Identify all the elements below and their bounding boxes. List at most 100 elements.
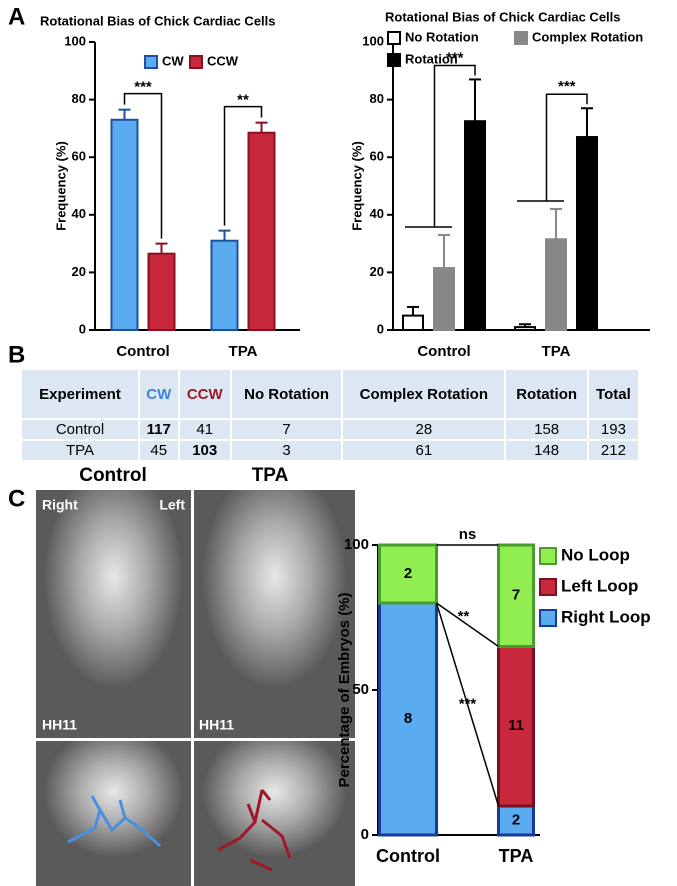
y-tick-label: 60 [72,149,86,164]
significance-bracket [223,105,263,226]
table-cell: 103 [177,439,232,462]
loop-trace [67,795,162,848]
chart-title: Rotational Bias of Chick Cardiac Cells [40,13,276,28]
y-axis-label: Percentage of Embryos (%) [336,592,353,787]
legend-label: No Rotation [405,29,479,44]
bar [210,239,239,331]
bar [514,326,536,331]
y-tick-label: 0 [79,321,86,336]
y-tick-label: 40 [72,206,86,221]
legend-label: Rotation [405,51,458,66]
column-title: TPA [252,465,289,486]
legend-label: CCW [207,53,239,68]
bar [464,120,486,331]
y-tick-label: 20 [370,264,384,279]
count-label: 11 [508,717,524,734]
table-cell: 193 [586,418,641,441]
significance-label: ns [459,526,477,543]
header-cell: Total [586,368,641,420]
header-cell: CW [138,368,180,420]
side-label: Right [42,497,78,513]
y-tick-label: 20 [72,264,86,279]
bar [545,238,567,331]
table-cell: 212 [586,439,641,462]
image [36,741,191,886]
table-cell: 28 [341,418,507,441]
y-tick-label: 0 [361,826,369,843]
bar [576,136,598,331]
image [194,490,355,738]
legend-swatch [189,55,203,69]
count-label: 8 [404,710,412,727]
table-cell: 45 [138,439,180,462]
panel-label: A [8,3,25,30]
legend-label: CW [162,53,184,68]
count-label: 7 [512,587,520,604]
table-cell: 7 [229,418,344,441]
y-tick-label: 60 [370,149,384,164]
bar-segment [378,601,438,837]
count-label: 2 [404,565,412,582]
micrographs: Control TPA Right Left HH11 HH11 [36,465,355,886]
bar-segment [378,543,438,605]
image [194,741,355,886]
significance-label: ** [237,92,249,109]
y-axis-label: Frequency (%) [53,141,68,231]
y-tick-label: 100 [362,33,384,48]
legend-label: Right Loop [561,607,651,626]
x-tick-label: TPA [229,343,258,360]
panel-label: C [8,485,25,512]
table-cell: 61 [341,439,507,462]
legend-swatch [387,31,401,45]
legend-swatch [539,547,557,565]
significance-bracket [517,93,588,202]
table-cell: 117 [138,418,180,441]
legend-swatch [539,578,557,596]
side-label: Left [159,497,185,513]
header-row: Experiment CW CCW No Rotation Complex Rotati… [20,368,641,420]
header-cell: Rotation [504,368,589,420]
legend-swatch [144,55,158,69]
stage-label: HH11 [42,717,77,733]
legend-label: Complex Rotation [532,29,643,44]
legend-label: Left Loop [561,576,638,595]
x-tick-label: TPA [542,343,571,360]
x-tick-label: Control [116,343,169,360]
table-row: TPA 45 103 3 61 148 212 [20,439,641,462]
table-cell: 41 [177,418,232,441]
bar [402,314,424,332]
column-title: Control [79,465,147,486]
legend-swatch [514,31,528,45]
significance-label: *** [558,78,576,95]
legend-swatch [539,609,557,627]
table-cell: TPA [20,439,140,462]
legend-label: No Loop [561,545,630,564]
table-cell: 158 [504,418,589,441]
y-tick-label: 100 [64,33,86,48]
data-table: Experiment CW CCW No Rotation Complex Rotati… [20,368,641,462]
header-cell: Complex Rotation [341,368,507,420]
header-cell: CCW [177,368,232,420]
stage-label: HH11 [199,717,234,733]
y-tick-label: 80 [72,91,86,106]
bar-segment [497,543,535,648]
loop-trace [217,789,292,872]
header-cell: No Rotation [229,368,344,420]
significance-label: *** [459,695,477,712]
y-axis-label: Frequency (%) [349,141,364,231]
significance-label: *** [134,79,152,96]
bar [433,267,455,331]
count-label: 2 [512,811,520,828]
x-tick-label: Control [417,343,470,360]
y-tick-label: 80 [370,91,384,106]
significance-bracket [405,64,476,228]
bar [147,252,176,331]
y-tick-label: 0 [377,321,384,336]
legend-swatch [387,53,401,67]
y-tick-label: 100 [344,536,369,553]
y-tick-label: 40 [370,206,384,221]
bar [247,131,276,331]
chart-title: Rotational Bias of Chick Cardiac Cells [385,9,621,24]
table-cell: 3 [229,439,344,462]
